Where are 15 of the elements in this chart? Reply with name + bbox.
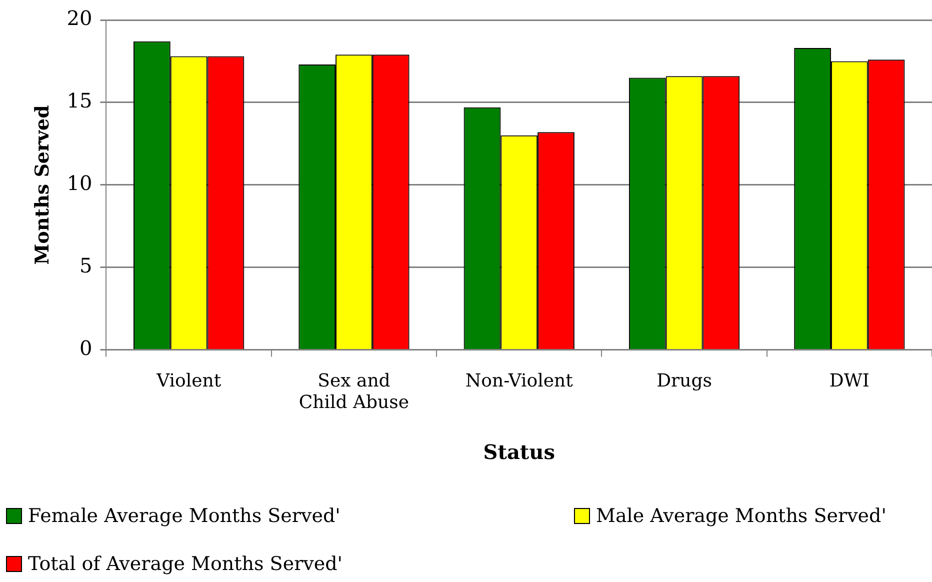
x-tick-label: DWI [829,370,870,392]
y-axis-title: Months Served [31,105,54,265]
y-tick-label: 20 [66,6,92,30]
y-tick-label: 0 [80,336,92,360]
x-axis-title: Status [483,440,555,464]
x-tick-label: Non-Violent [465,370,574,392]
legend-label: Male Average Months Served' [596,505,886,527]
y-tick-label: 5 [80,254,92,278]
x-tick-label: Drugs [656,370,712,392]
y-tick-label: 10 [66,171,92,196]
x-tick-label: Sex and Child Abuse [298,370,410,413]
y-tick-label: 15 [66,88,92,113]
legend-label: Total of Average Months Served' [28,553,343,575]
x-tick-label: Violent [156,370,222,392]
legend-label: Female Average Months Served' [28,505,340,527]
